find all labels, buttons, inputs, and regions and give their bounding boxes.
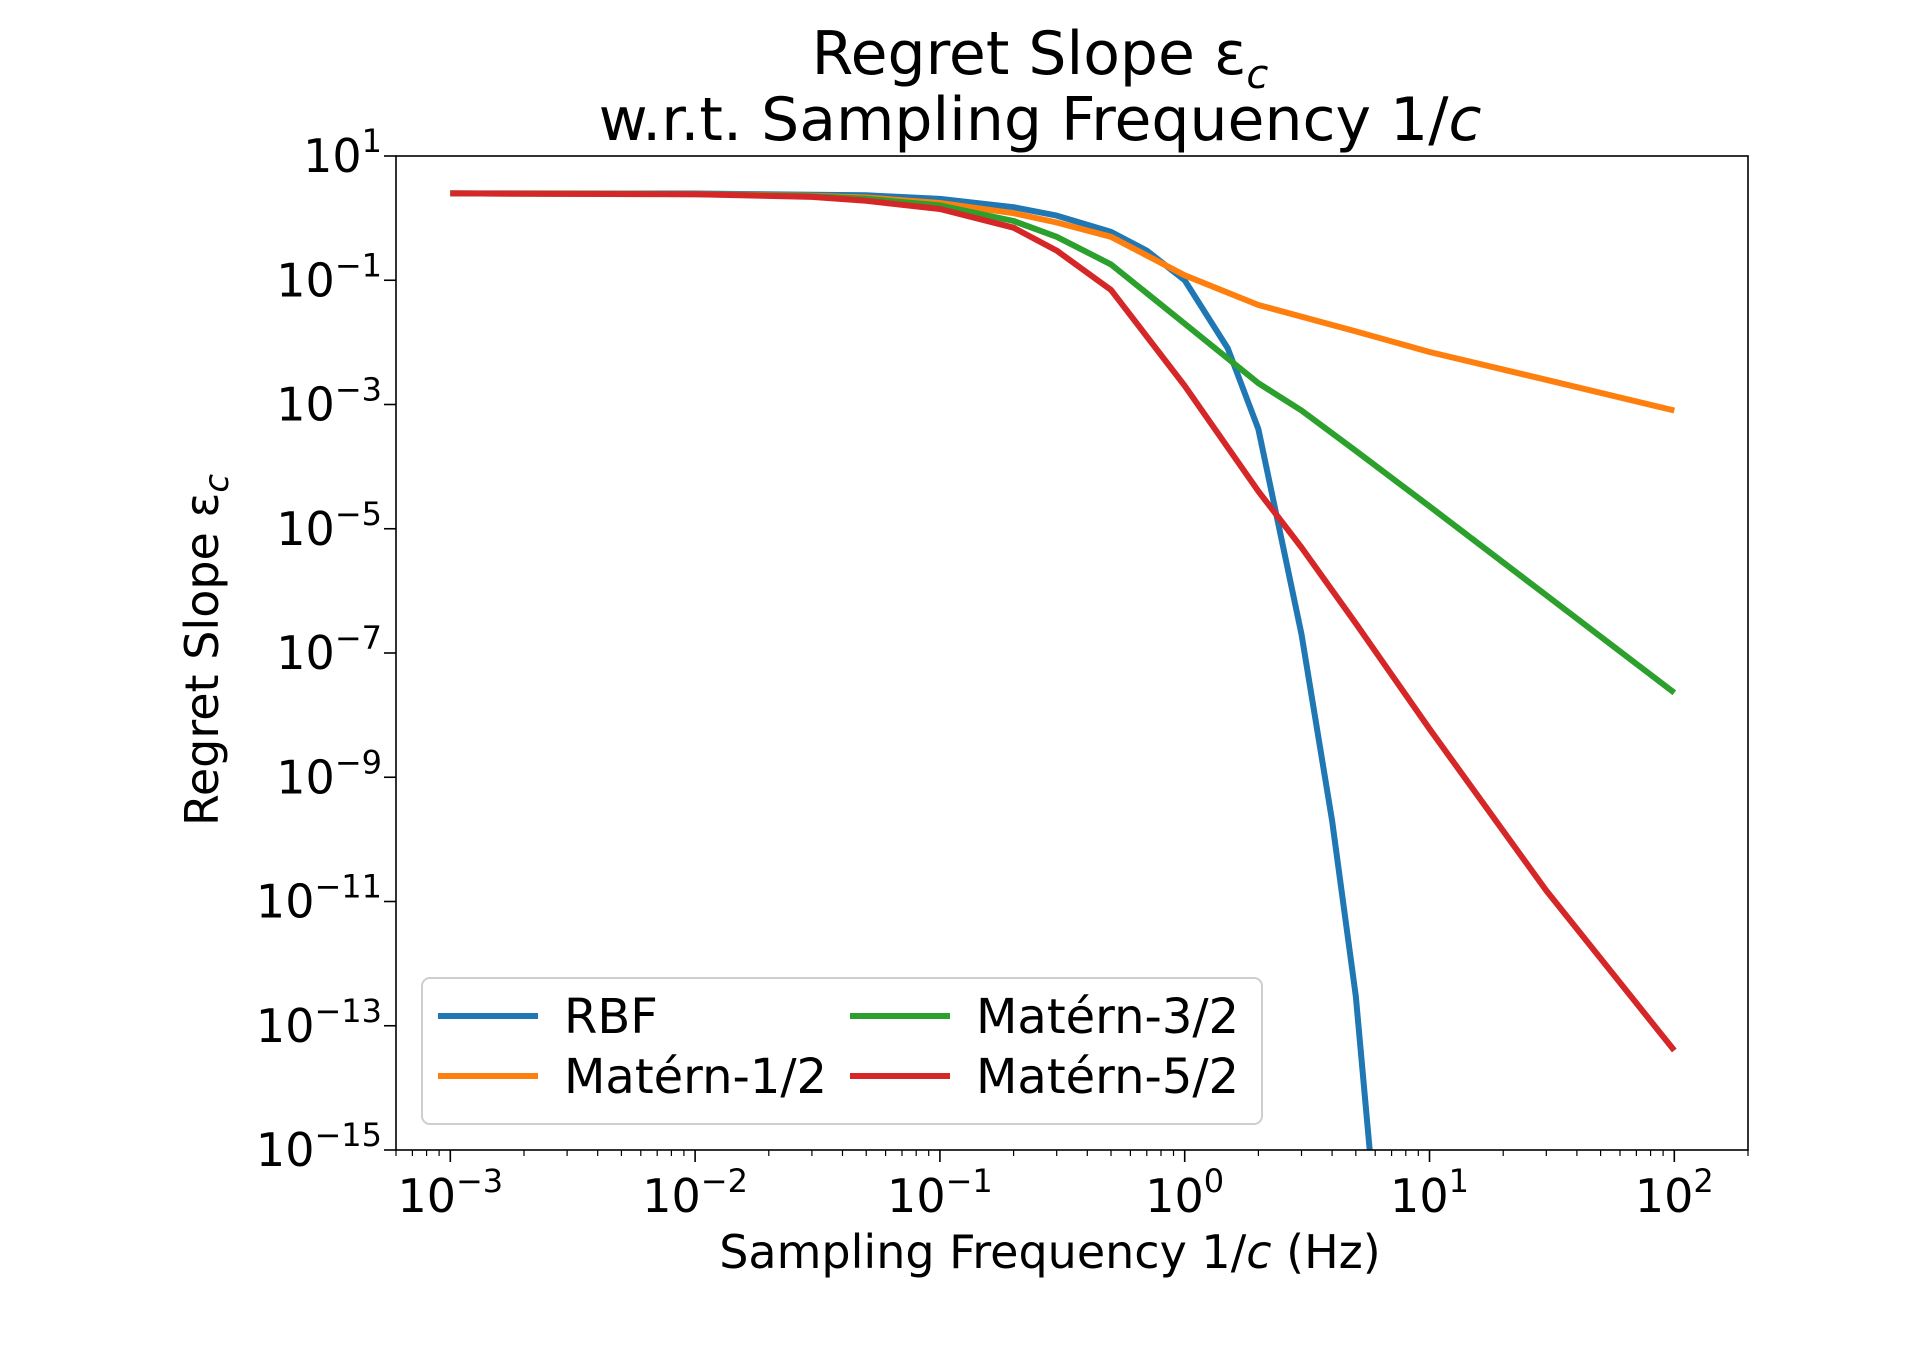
legend-label-0: RBF (564, 989, 658, 1045)
y-tick-label: 10−5 (276, 495, 382, 556)
x-tick-label: 101 (1390, 1162, 1469, 1223)
plot-area: 10−3 10−2 10−1 100 101 102 101 10−1 10−3 10−5 10−7… (256, 122, 1749, 1223)
legend-label-2: Matérn-3/2 (976, 989, 1239, 1045)
y-tick-label: 10−9 (276, 743, 382, 804)
y-tick-label: 10−11 (256, 868, 382, 929)
x-axis-label: Sampling Frequency 1/c (Hz) (719, 1225, 1381, 1279)
y-axis-label: Regret Slope εc (175, 474, 237, 826)
x-tick-label: 10−1 (887, 1162, 993, 1223)
series-line-3 (450, 190, 1677, 1053)
chart-title: Regret Slope εc (812, 19, 1269, 98)
legend-label-3: Matérn-5/2 (976, 1049, 1239, 1105)
x-tick-label: 10−2 (642, 1162, 748, 1223)
y-tick-label: 10−1 (276, 246, 382, 307)
legend-box (421, 977, 1263, 1125)
x-tick-label: 10−3 (397, 1162, 503, 1223)
y-tick-label: 10−13 (256, 992, 382, 1053)
y-tick-label: 10−7 (276, 619, 382, 680)
y-tick-label: 10−3 (276, 371, 382, 432)
legend-label-1: Matérn-1/2 (564, 1049, 827, 1105)
y-tick-label: 10−15 (256, 1116, 382, 1177)
x-tick-label: 100 (1145, 1162, 1224, 1223)
chart-subtitle: w.r.t. Sampling Frequency 1/c (599, 85, 1482, 155)
x-tick-label: 102 (1635, 1162, 1714, 1223)
y-tick-label: 101 (303, 122, 382, 183)
